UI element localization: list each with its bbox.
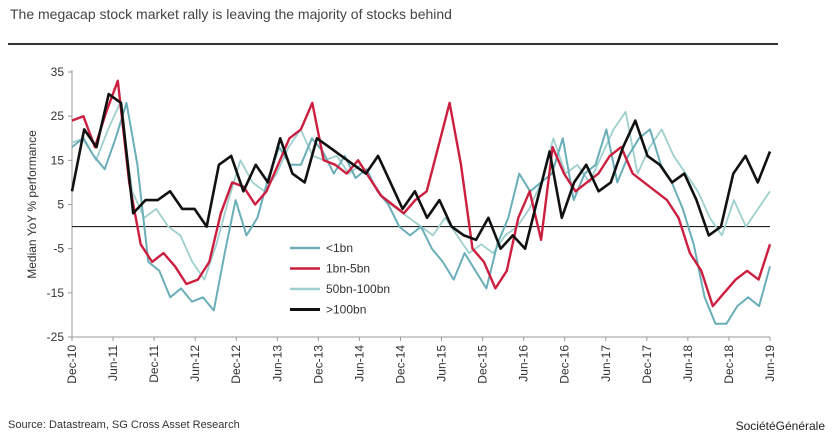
x-tick-label: Jun-18 <box>681 345 695 382</box>
y-tick-label: -25 <box>47 330 65 344</box>
series-line-1 <box>71 79 772 308</box>
title-divider <box>8 43 778 45</box>
source-note: Source: Datastream, SG Cross Asset Resea… <box>8 419 240 431</box>
x-tick-label: Dec-11 <box>147 345 161 383</box>
x-tick-label: Dec-10 <box>65 345 79 384</box>
x-tick-label: Jun-17 <box>599 345 613 382</box>
x-tick-label: Jun-13 <box>270 345 284 382</box>
legend-label-0: <1bn <box>326 241 353 255</box>
legend-label-1: 1bn-5bn <box>326 262 370 276</box>
legend-label-3: >100bn <box>326 303 366 317</box>
series-lines <box>70 79 772 325</box>
series-line-0 <box>71 101 771 325</box>
x-tick-label: Jun-12 <box>188 345 202 382</box>
x-tick-label: Dec-14 <box>393 345 407 384</box>
y-tick-label: 25 <box>51 109 65 123</box>
y-tick-label: 35 <box>51 65 65 79</box>
x-axis: Dec-10 Jun-11 Dec-11 Jun-12 Dec-12 Jun-13 Dec-… <box>65 336 777 384</box>
y-axis-label: Median YoY % performance <box>25 130 39 279</box>
y-tick-label: 5 <box>57 198 64 212</box>
x-tick-label: Dec-16 <box>558 345 572 384</box>
y-tick-label: -15 <box>47 286 65 300</box>
chart-title: The megacap stock market rally is leavin… <box>10 6 452 22</box>
x-tick-label: Dec-12 <box>229 345 243 384</box>
x-tick-label: Dec-17 <box>640 345 654 384</box>
x-tick-label: Dec-18 <box>722 345 736 384</box>
y-axis: 35 25 15 5 -5 -15 -25 Median YoY % performance <box>25 65 770 344</box>
series-line-3 <box>70 92 772 250</box>
x-tick-label: Dec-13 <box>311 345 325 384</box>
series-line-2 <box>71 102 771 281</box>
x-tick-label: Jun-15 <box>435 345 449 382</box>
x-tick-label: Jun-14 <box>352 345 366 382</box>
x-tick-label: Jun-11 <box>106 345 120 381</box>
brand-label: SociétéGénérale <box>735 419 825 433</box>
x-tick-label: Dec-15 <box>476 345 490 384</box>
legend-label-2: 50bn-100bn <box>326 282 390 296</box>
x-tick-label: Jun-19 <box>763 345 777 382</box>
y-tick-label: -5 <box>53 242 64 256</box>
x-tick-label: Jun-16 <box>517 345 531 382</box>
legend: <1bn 1bn-5bn 50bn-100bn >100bn <box>290 241 390 317</box>
y-tick-label: 15 <box>51 153 65 167</box>
